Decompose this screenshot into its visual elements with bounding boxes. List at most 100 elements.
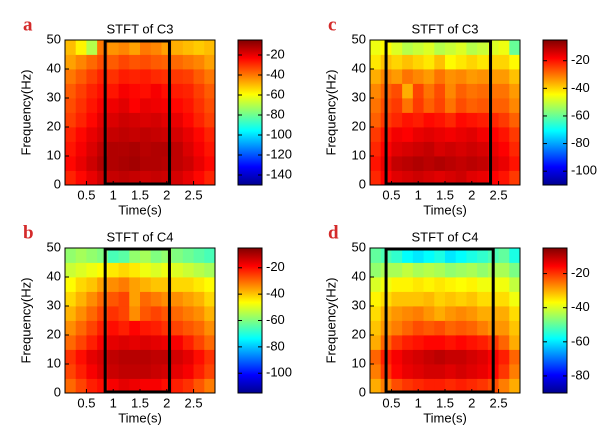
heat-cell	[129, 69, 141, 84]
heat-cell	[65, 83, 77, 99]
heat-cell	[193, 98, 205, 113]
heat-cell	[182, 54, 194, 70]
heat-cell	[97, 335, 109, 350]
chart-title: STFT of C3	[107, 21, 174, 36]
heat-cell	[477, 112, 489, 128]
heat-cell	[391, 378, 403, 394]
heat-cell	[107, 335, 119, 350]
heat-cell	[172, 335, 184, 350]
heat-cell	[161, 277, 173, 292]
heat-cell	[423, 335, 435, 350]
colorbar-tick-label: -60	[571, 333, 590, 348]
heat-cell	[172, 98, 184, 113]
heat-cell	[204, 320, 216, 336]
heat-cell	[86, 291, 98, 307]
colorbar-tick-label: -20	[266, 259, 285, 274]
heat-cell	[182, 156, 194, 171]
heat-cell	[75, 40, 87, 55]
heat-cell	[75, 54, 87, 70]
colorbar-tick-label: -80	[266, 338, 285, 353]
y-axis-label: Frequency(Hz)	[323, 278, 338, 364]
heat-cell	[445, 378, 457, 394]
heat-cell	[412, 320, 424, 336]
heat-cell	[477, 54, 489, 70]
heat-cell	[498, 320, 510, 336]
heat-cell	[161, 156, 173, 171]
heat-cell	[370, 378, 382, 394]
heat-cell	[182, 364, 194, 379]
x-tick-label: 1.5	[436, 395, 454, 410]
heat-cell	[455, 40, 467, 55]
heat-cell	[412, 248, 424, 263]
heat-cell	[193, 170, 205, 186]
heat-cell	[455, 127, 467, 142]
y-tick-label: 10	[352, 147, 366, 162]
heat-cell	[118, 364, 130, 379]
heat-cell	[65, 378, 77, 394]
heat-cell	[172, 306, 184, 321]
heat-cell	[86, 112, 98, 128]
heat-cell	[204, 40, 216, 55]
heat-cell	[402, 349, 414, 365]
heat-cell	[97, 40, 109, 55]
heat-cell	[107, 262, 119, 278]
heat-cell	[161, 127, 173, 142]
heat-cell	[150, 277, 162, 292]
heat-cell	[477, 306, 489, 321]
heat-cell	[97, 320, 109, 336]
heat-cell	[498, 378, 510, 394]
heat-cell	[86, 320, 98, 336]
heat-cell	[412, 277, 424, 292]
heat-cell	[412, 40, 424, 55]
heat-cell	[423, 349, 435, 365]
heat-cell	[204, 54, 216, 70]
heat-cell	[172, 112, 184, 128]
heat-cell	[107, 378, 119, 394]
heat-cell	[86, 98, 98, 113]
heat-cell	[434, 320, 446, 336]
y-tick-label: 0	[359, 176, 366, 191]
heat-cell	[466, 54, 478, 70]
heat-cell	[75, 112, 87, 128]
colorbar-tick-label: -40	[571, 80, 590, 95]
heat-cell	[477, 378, 489, 394]
heat-cell	[477, 141, 489, 157]
heat-cell	[466, 320, 478, 336]
heat-cell	[370, 248, 382, 263]
colorbar-tick-label: -20	[571, 52, 590, 67]
heat-cell	[455, 69, 467, 84]
heat-cell	[150, 248, 162, 263]
heat-cell	[402, 54, 414, 70]
heat-cell	[434, 291, 446, 307]
heat-cell	[466, 69, 478, 84]
heat-cell	[370, 127, 382, 142]
heat-cell	[370, 156, 382, 171]
heat-cell	[445, 335, 457, 350]
heat-cell	[129, 141, 141, 157]
heat-cell	[466, 83, 478, 99]
heat-cell	[107, 40, 119, 55]
heat-cell	[150, 40, 162, 55]
heat-cell	[107, 320, 119, 336]
heat-cell	[129, 98, 141, 113]
heat-cell	[423, 320, 435, 336]
heat-cell	[118, 83, 130, 99]
heat-cell	[434, 248, 446, 263]
heat-cell	[434, 170, 446, 186]
y-tick-label: 10	[47, 147, 61, 162]
y-tick-label: 40	[47, 268, 61, 283]
heat-cell	[498, 306, 510, 321]
heat-cell	[75, 364, 87, 379]
y-axis-label: Frequency(Hz)	[18, 278, 33, 364]
heat-cell	[412, 98, 424, 113]
heat-cell	[107, 141, 119, 157]
heat-cell	[107, 127, 119, 142]
heat-cell	[204, 349, 216, 365]
heat-cell	[412, 349, 424, 365]
heat-cell	[391, 98, 403, 113]
heat-cell	[391, 248, 403, 263]
heat-cell	[97, 378, 109, 394]
y-tick-label: 30	[352, 297, 366, 312]
heat-cell	[97, 127, 109, 142]
heat-cell	[140, 320, 152, 336]
